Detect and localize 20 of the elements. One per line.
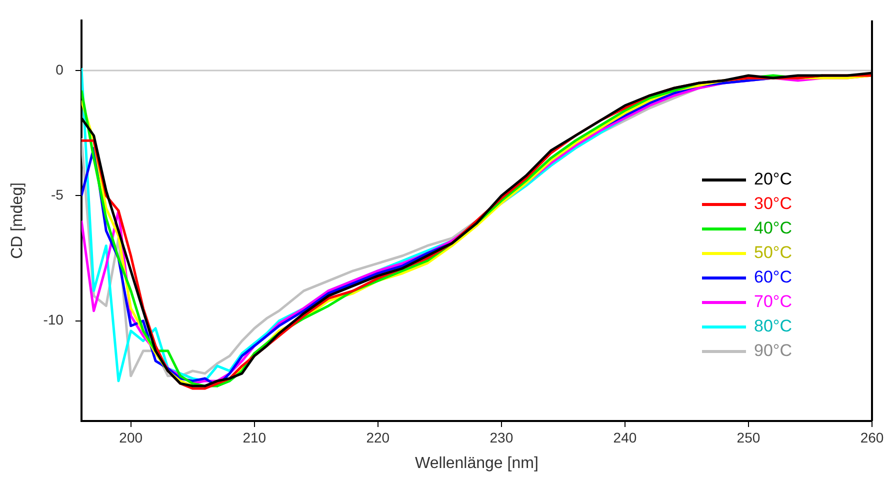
- x-tick-label: 240: [613, 429, 637, 446]
- x-tick-label: 220: [366, 429, 390, 446]
- x-tick-label: 260: [860, 429, 884, 446]
- x-tick-label: 230: [490, 429, 514, 446]
- x-axis-title: Wellenlänge [nm]: [415, 454, 538, 472]
- y-tick-label: -10: [43, 312, 64, 328]
- legend-label: 70°C: [754, 292, 792, 312]
- legend-label: 80°C: [754, 316, 792, 336]
- legend-label: 20°C: [754, 170, 792, 189]
- x-tick-label: 200: [119, 429, 143, 446]
- y-axis-title: CD [mdeg]: [9, 182, 26, 259]
- legend-label: 30°C: [754, 194, 792, 214]
- legend-label: 90°C: [754, 341, 792, 360]
- legend-label: 40°C: [754, 218, 792, 238]
- y-tick-label: -5: [50, 186, 64, 203]
- x-tick-label: 210: [242, 429, 266, 446]
- y-tick-label: 0: [56, 61, 64, 78]
- legend-label: 50°C: [754, 243, 792, 262]
- x-tick-label: 250: [736, 429, 760, 446]
- legend-label: 60°C: [754, 268, 792, 287]
